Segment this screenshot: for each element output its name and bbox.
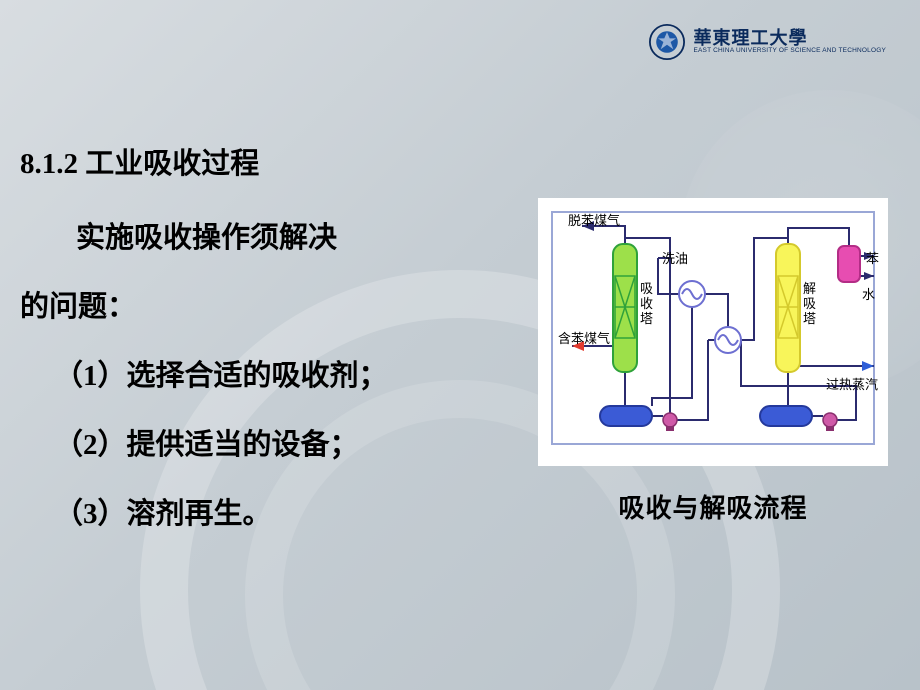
- label-absorber: 吸 收 塔: [640, 282, 653, 327]
- logo-text-en: EAST CHINA UNIVERSITY OF SCIENCE AND TEC…: [693, 48, 886, 55]
- label-exhaust: 脱苯煤气: [568, 210, 620, 229]
- label-feed-gas: 含苯煤气: [558, 328, 610, 347]
- label-steam: 过热蒸汽: [826, 374, 878, 393]
- diagram-caption: 吸收与解吸流程: [538, 488, 888, 525]
- label-water: 水: [862, 284, 875, 303]
- condenser: [838, 246, 860, 282]
- label-benzene: 苯: [866, 248, 879, 267]
- heat-exchanger-2: [715, 327, 741, 353]
- absorber-column: [613, 244, 637, 372]
- tank-2: [760, 406, 812, 426]
- pump-1: [663, 413, 677, 431]
- tank-1: [600, 406, 652, 426]
- logo-text-zh: 華東理工大學: [693, 29, 886, 48]
- heat-exchanger-1: [679, 281, 705, 307]
- logo-seal-icon: [649, 24, 685, 60]
- university-logo: 華東理工大學 EAST CHINA UNIVERSITY OF SCIENCE …: [649, 24, 886, 60]
- process-diagram: 脱苯煤气 洗油 吸 收 塔 解 吸 塔 含苯煤气 苯 水 过热蒸汽: [538, 198, 888, 466]
- label-wash-oil: 洗油: [662, 248, 688, 267]
- stripper-column: [776, 244, 800, 372]
- section-heading: 8.1.2 工业吸收过程: [20, 140, 900, 182]
- pump-2: [823, 413, 837, 431]
- label-stripper: 解 吸 塔: [803, 282, 816, 327]
- process-diagram-wrap: 脱苯煤气 洗油 吸 收 塔 解 吸 塔 含苯煤气 苯 水 过热蒸汽 吸收与解吸流…: [538, 198, 888, 525]
